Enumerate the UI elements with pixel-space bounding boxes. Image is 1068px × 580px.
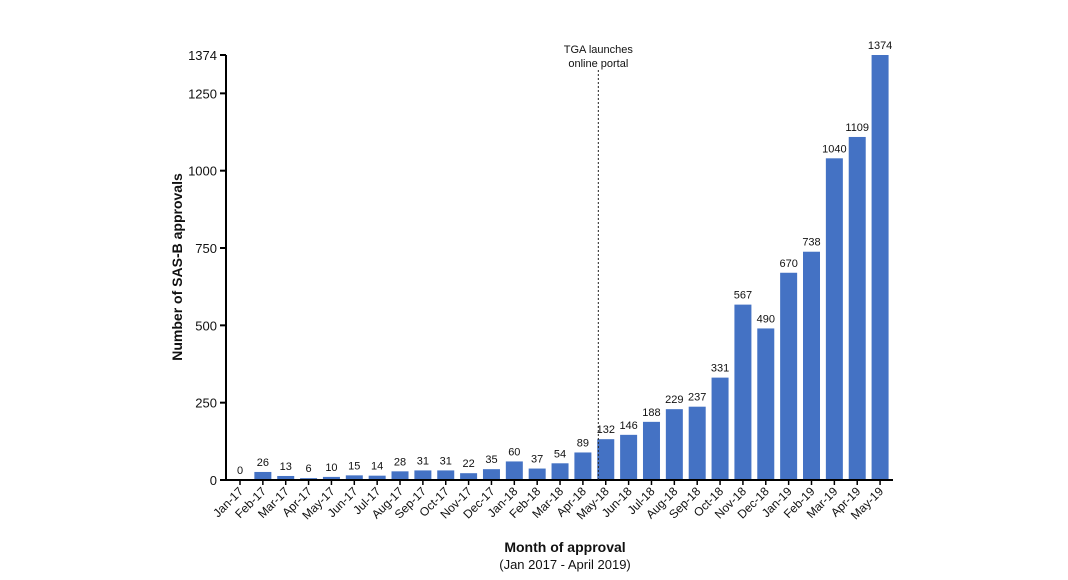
annotation-line1: TGA launches: [564, 44, 634, 56]
x-axis-ticks: Jan-17Feb-17Mar-17Apr-17May-17Jun-17Jul-…: [210, 480, 886, 522]
bar: [528, 468, 546, 480]
annotation-line2: online portal: [568, 58, 628, 70]
data-label: 188: [642, 407, 660, 419]
data-label: 1109: [845, 122, 869, 134]
data-label: 89: [577, 437, 589, 449]
data-label: 54: [554, 448, 566, 460]
y-axis-ticks: 0 250 500 750 1000 1250 1374: [188, 48, 226, 488]
bar: [574, 452, 592, 480]
bar: [780, 272, 798, 480]
data-label: 1040: [822, 143, 846, 155]
data-label: 14: [371, 461, 383, 473]
bar: [848, 136, 866, 481]
data-label: 15: [348, 460, 360, 472]
bars: 0 26 13 6 10 15 14 28 31 31 22 35 60 37 54 89 132 146 188 2…: [237, 40, 892, 481]
bar: [391, 471, 409, 480]
data-label: 22: [462, 458, 474, 470]
bar: [711, 377, 729, 480]
data-label: 670: [779, 258, 797, 270]
bar: [734, 304, 752, 480]
data-label: 331: [711, 363, 729, 375]
data-label: 28: [394, 456, 406, 468]
y-tick-label: 750: [195, 241, 217, 256]
data-label: 35: [485, 454, 497, 466]
bar: [437, 470, 455, 480]
y-axis-label: Number of SAS-B approvals: [169, 173, 185, 361]
bar: [482, 469, 500, 480]
data-label: 13: [280, 461, 292, 473]
data-label: 1374: [868, 40, 892, 52]
bar: [277, 475, 295, 480]
bar: [254, 471, 272, 480]
bar: [505, 461, 523, 480]
bar: [620, 434, 638, 480]
data-label: 31: [417, 455, 429, 467]
data-label: 490: [757, 313, 775, 325]
bar: [460, 473, 478, 480]
bar: [688, 406, 706, 480]
bar: [665, 409, 683, 480]
y-tick-label: 1250: [188, 86, 217, 101]
y-tick-label: 0: [210, 473, 217, 488]
data-label: 31: [440, 455, 452, 467]
data-label: 229: [665, 394, 683, 406]
y-tick-label: 250: [195, 396, 217, 411]
data-label: 146: [619, 420, 637, 432]
data-label: 132: [597, 424, 615, 436]
bar: [871, 55, 889, 480]
bar: [368, 475, 386, 480]
bar: [825, 158, 843, 480]
data-label: 6: [306, 463, 312, 475]
data-label: 0: [237, 465, 243, 477]
data-label: 60: [508, 446, 520, 458]
bar: [642, 421, 660, 480]
bar: [345, 475, 363, 480]
bar: [551, 463, 569, 480]
y-tick-label: 1000: [188, 164, 217, 179]
y-tick-label: 500: [195, 318, 217, 333]
bar: [757, 328, 775, 480]
bar: [322, 476, 340, 480]
y-tick-label: 1374: [188, 48, 217, 63]
data-label: 10: [325, 462, 337, 474]
data-label: 37: [531, 454, 543, 466]
data-label: 567: [734, 290, 752, 302]
x-axis-label: Month of approval: [504, 539, 625, 555]
x-axis-sublabel: (Jan 2017 - April 2019): [499, 557, 631, 572]
bar: [414, 470, 432, 480]
data-label: 26: [257, 457, 269, 469]
data-label: 738: [802, 237, 820, 249]
bar: [803, 251, 820, 480]
bar: [597, 439, 615, 480]
data-label: 237: [688, 392, 706, 404]
